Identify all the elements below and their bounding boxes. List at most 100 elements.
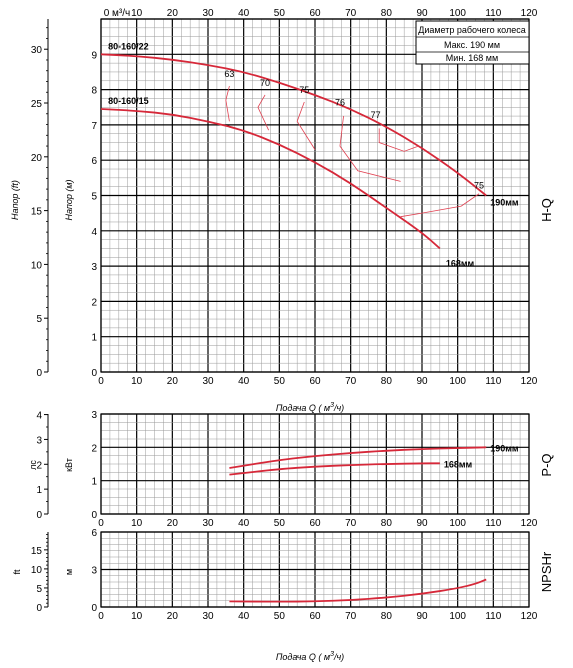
series-line	[229, 446, 487, 469]
efficiency-line	[378, 128, 419, 152]
secondary-tick-label: 0	[36, 510, 42, 521]
x-tick-label: 120	[521, 376, 538, 387]
secondary-tick-label: 30	[31, 45, 43, 56]
x-tick-label: 120	[521, 518, 538, 529]
hq-side-label: H-Q	[539, 198, 554, 222]
efficiency-label: 76	[335, 97, 345, 107]
legend-title: Диаметр рабочего колеса	[418, 25, 526, 35]
plot-frame	[100, 18, 530, 373]
efficiency-line	[400, 193, 480, 218]
y-tick-label: 7	[91, 121, 97, 132]
x-tick-label: 100	[449, 376, 466, 387]
series-line	[229, 462, 440, 476]
secondary-tick-label: 2	[36, 460, 42, 471]
efficiency-line	[339, 116, 401, 182]
y-tick-label: 6	[91, 156, 97, 167]
x-tick-label: 30	[202, 376, 214, 387]
x-tick-label: 10	[131, 376, 143, 387]
secondary-tick-label: 0	[36, 603, 42, 614]
x-tick-label: 20	[167, 376, 179, 387]
top-x-tick-label: 0 м³/ч	[104, 8, 131, 19]
secondary-tick-label: 10	[31, 260, 43, 271]
x-tick-label: 30	[202, 611, 214, 622]
y-tick-label: 1	[91, 333, 97, 344]
series-end-label: 190мм	[490, 443, 519, 453]
x-tick-label: 30	[202, 518, 214, 529]
series-line	[229, 578, 487, 603]
secondary-tick-label: 25	[31, 99, 43, 110]
y-tick-label: 1	[91, 477, 97, 488]
series-name: 80-160/22	[108, 41, 149, 51]
y-tick-label: 4	[91, 227, 97, 238]
npsh-left-axis-label: ft	[12, 569, 22, 575]
pq-right-axis-label: кВт	[64, 458, 74, 472]
top-x-tick-label: 110	[485, 8, 501, 19]
top-x-tick-label: 120	[521, 8, 538, 19]
x-tick-label: 50	[274, 611, 286, 622]
top-x-tick-label: 80	[381, 8, 393, 19]
pq-panel: 0 10 20 30 40 50 60 70 80 90 100 110 120012301234190…	[36, 410, 537, 529]
efficiency-label: 75	[474, 180, 484, 190]
x-tick-label: 110	[485, 518, 501, 529]
legend-max: Макс. 190 мм	[444, 40, 500, 50]
top-x-tick-label: 30	[202, 8, 214, 19]
x-tick-label: 60	[309, 611, 321, 622]
efficiency-label: 77	[371, 110, 381, 120]
y-tick-label: 9	[91, 50, 97, 61]
efficiency-label: 70	[260, 78, 270, 88]
x-tick-label: 0	[98, 518, 104, 529]
secondary-tick-label: 15	[31, 207, 43, 218]
secondary-tick-label: 4	[36, 411, 42, 422]
series-line	[100, 108, 441, 250]
x-tick-label: 80	[381, 611, 393, 622]
x-tick-label: 80	[381, 518, 393, 529]
hq-right-axis-label: Напор (м)	[64, 179, 74, 220]
npsh-side-label: NPSHr	[539, 551, 554, 592]
secondary-tick-label: 0	[36, 368, 42, 379]
series-line	[100, 53, 487, 197]
y-tick-label: 3	[91, 410, 97, 421]
secondary-tick-label: 10	[31, 565, 43, 576]
npsh-x-axis-label: Подача Q ( м3/ч)	[276, 651, 344, 662]
y-tick-label: 0	[91, 368, 97, 379]
x-tick-label: 0	[98, 611, 104, 622]
plot-frame	[100, 531, 530, 608]
y-tick-label: 2	[91, 443, 97, 454]
x-tick-label: 100	[449, 518, 466, 529]
legend-min: Мин. 168 мм	[446, 53, 498, 63]
top-x-tick-label: 100	[449, 8, 466, 19]
top-x-tick-label: 70	[345, 8, 357, 19]
secondary-tick-label: 5	[36, 584, 42, 595]
efficiency-label: 75	[299, 85, 309, 95]
x-tick-label: 90	[416, 376, 428, 387]
x-tick-label: 120	[521, 611, 538, 622]
series-name: 80-160/15	[108, 96, 149, 106]
series-end-label: 168мм	[444, 459, 473, 469]
efficiency-line	[296, 101, 316, 150]
x-tick-label: 90	[416, 518, 428, 529]
secondary-tick-label: 1	[36, 485, 42, 496]
x-tick-label: 110	[485, 611, 501, 622]
hq-panel: 0 10 20 30 40 50 60 70 80 90 100 110 120012345678905…	[31, 8, 538, 387]
x-tick-label: 70	[345, 518, 357, 529]
x-tick-label: 10	[131, 518, 143, 529]
x-tick-label: 0	[98, 376, 104, 387]
y-tick-label: 0	[91, 510, 97, 521]
top-x-tick-label: 60	[309, 8, 321, 19]
x-tick-label: 70	[345, 611, 357, 622]
impeller-legend: Диаметр рабочего колеса Макс. 190 мм Мин…	[415, 20, 530, 65]
x-tick-label: 50	[274, 518, 286, 529]
x-tick-label: 80	[381, 376, 393, 387]
y-tick-label: 8	[91, 86, 97, 97]
y-tick-label: 2	[91, 297, 97, 308]
x-tick-label: 10	[131, 611, 143, 622]
hq-x-axis-label: Подача Q ( м3/ч)	[276, 402, 344, 413]
top-x-tick-label: 10	[131, 8, 143, 19]
secondary-tick-label: 3	[36, 435, 42, 446]
y-tick-label: 3	[91, 566, 97, 577]
efficiency-label: 63	[224, 69, 234, 79]
x-tick-label: 40	[238, 611, 250, 622]
x-tick-label: 90	[416, 611, 428, 622]
